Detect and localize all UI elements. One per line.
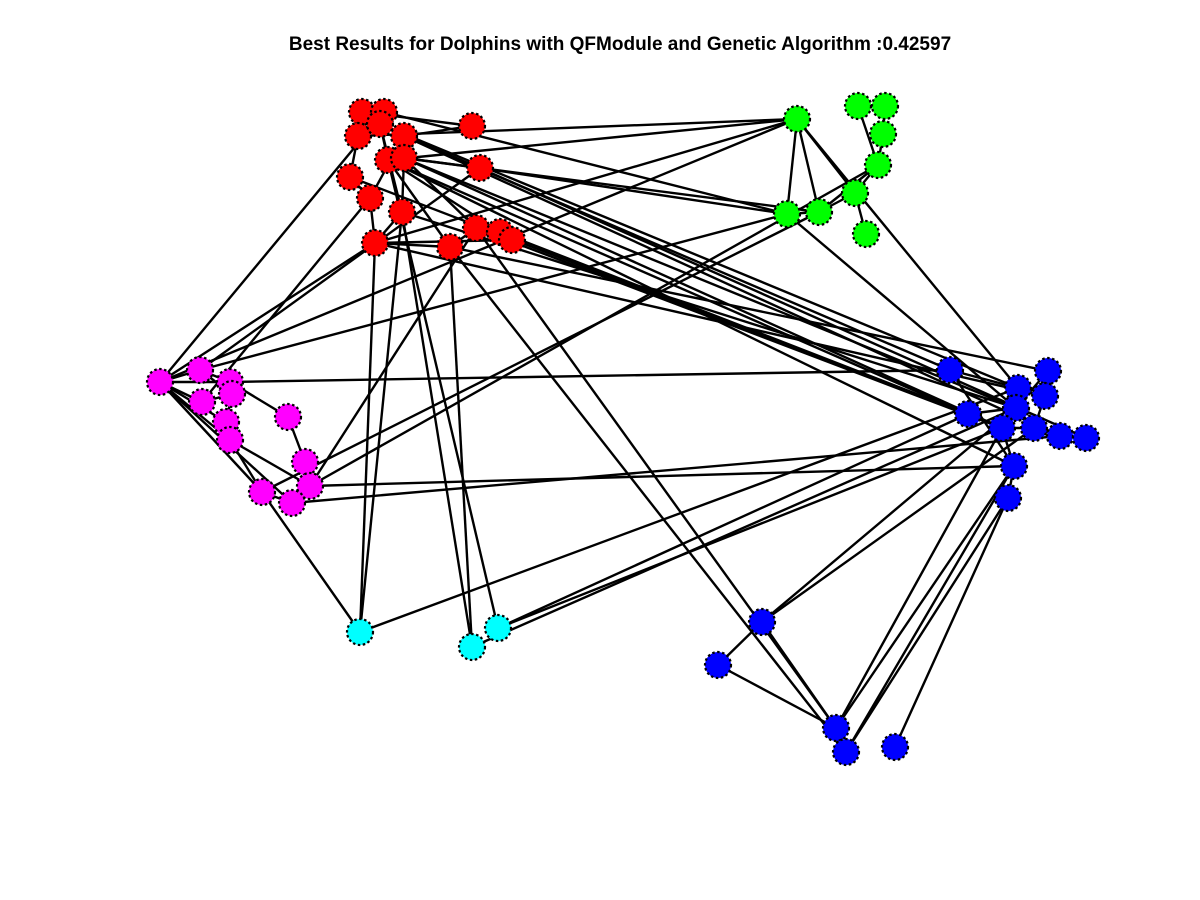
blue-node bbox=[703, 650, 733, 680]
graph-edge bbox=[448, 246, 474, 648]
blue-node bbox=[1001, 393, 1031, 423]
magenta-node bbox=[217, 379, 247, 409]
graph-edge bbox=[761, 407, 1017, 623]
blue-node bbox=[1019, 413, 1049, 443]
graph-edge bbox=[261, 210, 820, 494]
blue-node bbox=[747, 607, 777, 637]
graph-edge bbox=[358, 242, 377, 633]
graph-edge bbox=[309, 464, 1015, 488]
graph-edge bbox=[403, 156, 1003, 430]
green-node bbox=[863, 150, 893, 180]
magenta-node bbox=[273, 402, 303, 432]
graph-edge bbox=[475, 227, 837, 729]
magenta-node bbox=[215, 425, 245, 455]
red-node bbox=[497, 225, 527, 255]
green-node bbox=[840, 178, 870, 208]
graph-edge bbox=[449, 246, 847, 753]
graph-edge bbox=[359, 386, 1019, 634]
red-node bbox=[465, 153, 495, 183]
graph-edge bbox=[358, 211, 404, 633]
graph-edge bbox=[199, 167, 481, 371]
red-node bbox=[457, 111, 487, 141]
graph-edge bbox=[199, 212, 788, 372]
graph-edge bbox=[835, 465, 1015, 729]
graph-edge bbox=[844, 497, 1010, 753]
graph-edge bbox=[349, 175, 969, 416]
graph-edge bbox=[374, 117, 798, 245]
red-node bbox=[461, 213, 491, 243]
cyan-node bbox=[345, 617, 375, 647]
magenta-node bbox=[247, 477, 277, 507]
graph-edge bbox=[717, 663, 837, 730]
node-layer bbox=[145, 91, 1101, 767]
graph-edge bbox=[796, 118, 1019, 389]
graph-edge bbox=[786, 213, 1017, 409]
blue-node bbox=[1033, 356, 1063, 386]
graph-edge bbox=[785, 118, 799, 215]
green-node bbox=[870, 91, 900, 121]
graph-edge bbox=[834, 427, 1004, 729]
magenta-node bbox=[185, 355, 215, 385]
red-node bbox=[387, 197, 417, 227]
graph-edge bbox=[386, 159, 500, 629]
graph-edge bbox=[761, 427, 1035, 623]
red-node bbox=[389, 143, 419, 173]
graph-edge bbox=[497, 412, 969, 630]
graph-edge bbox=[949, 369, 1015, 467]
magenta-node bbox=[277, 488, 307, 518]
graph-edge bbox=[795, 118, 821, 213]
green-node bbox=[804, 197, 834, 227]
edge-layer bbox=[159, 104, 1087, 753]
green-node bbox=[772, 199, 802, 229]
graph-edge bbox=[308, 227, 478, 487]
blue-node bbox=[831, 737, 861, 767]
blue-node bbox=[1071, 423, 1101, 453]
magenta-node bbox=[295, 471, 325, 501]
blue-node bbox=[953, 399, 983, 429]
graph-edge bbox=[261, 491, 361, 633]
blue-node bbox=[987, 413, 1017, 443]
red-node bbox=[365, 109, 395, 139]
graph-edge bbox=[229, 368, 951, 384]
cyan-node bbox=[457, 632, 487, 662]
magenta-node bbox=[187, 387, 217, 417]
blue-node bbox=[999, 451, 1029, 481]
figure-title: Best Results for Dolphins with QFModule … bbox=[288, 34, 952, 55]
red-node bbox=[343, 121, 373, 151]
graph-edge bbox=[229, 438, 311, 488]
graph-edge bbox=[357, 117, 798, 138]
graph-edge bbox=[497, 426, 1003, 630]
red-node bbox=[435, 232, 465, 262]
graph-edge bbox=[400, 211, 474, 648]
graph-edge bbox=[471, 406, 1017, 649]
green-node bbox=[843, 91, 873, 121]
blue-node bbox=[935, 355, 965, 385]
graph-edge bbox=[893, 497, 1010, 748]
magenta-node bbox=[290, 447, 320, 477]
green-node bbox=[868, 119, 898, 149]
graph-edge bbox=[291, 434, 1061, 505]
graph-edge bbox=[159, 117, 798, 384]
green-node bbox=[782, 104, 812, 134]
graph-edge bbox=[844, 465, 1016, 753]
red-node bbox=[360, 228, 390, 258]
cyan-node bbox=[483, 613, 513, 643]
blue-node bbox=[993, 483, 1023, 513]
red-node bbox=[335, 162, 365, 192]
green-node bbox=[851, 219, 881, 249]
graph-edge bbox=[761, 621, 837, 729]
red-node bbox=[355, 183, 385, 213]
blue-node bbox=[1045, 421, 1075, 451]
magenta-node bbox=[145, 367, 175, 397]
blue-node bbox=[1030, 381, 1060, 411]
graph-edge bbox=[159, 111, 385, 383]
blue-node bbox=[880, 732, 910, 762]
graph-edge bbox=[159, 381, 263, 493]
graph-edge bbox=[387, 117, 798, 162]
blue-node bbox=[821, 713, 851, 743]
graph-edge bbox=[383, 110, 788, 216]
graph-edge bbox=[479, 166, 1087, 440]
